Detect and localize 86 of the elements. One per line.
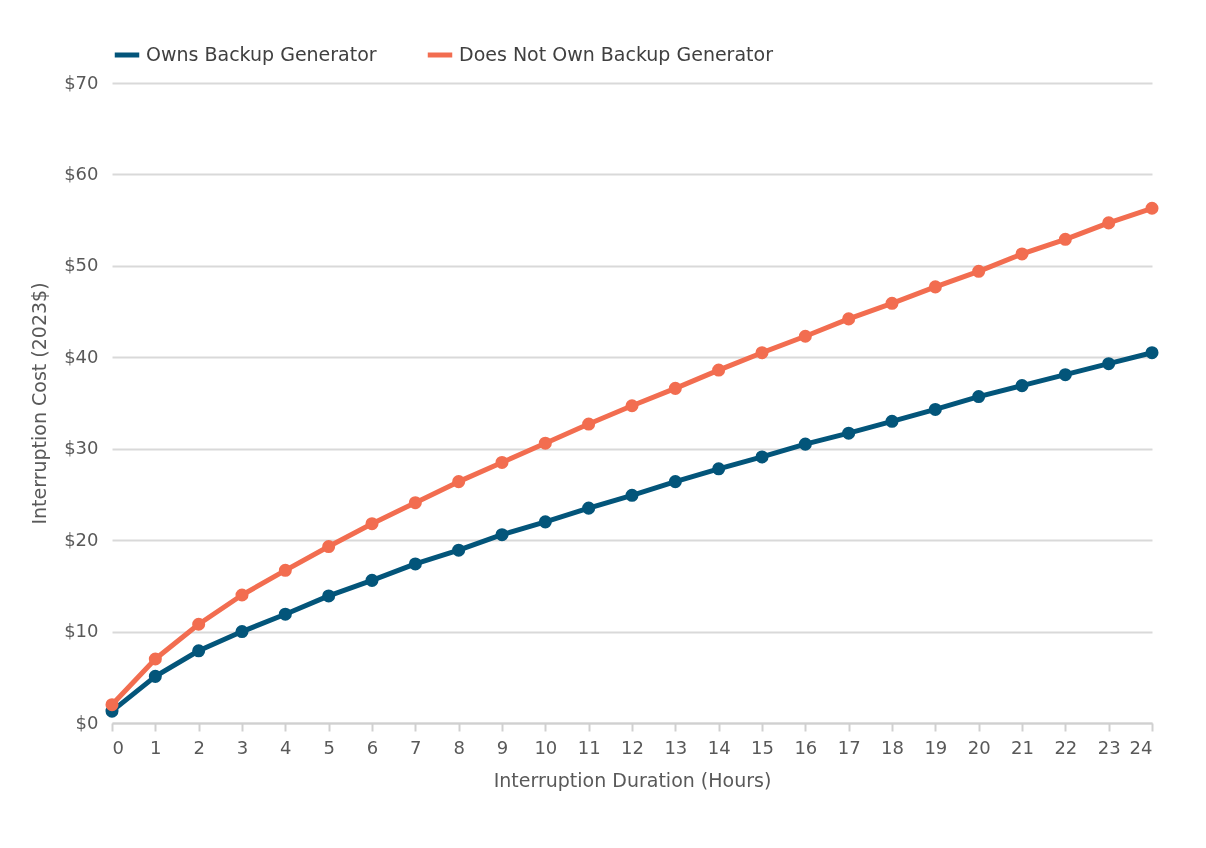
point xyxy=(235,588,249,602)
y-tick-label: $70 xyxy=(64,71,99,93)
x-tick-label: 8 xyxy=(453,736,465,758)
point xyxy=(712,363,726,377)
point xyxy=(192,617,206,631)
point xyxy=(885,296,899,310)
point xyxy=(1058,368,1072,382)
point xyxy=(365,517,379,531)
point xyxy=(842,426,856,440)
x-tick-label: 13 xyxy=(664,736,688,758)
point xyxy=(408,557,422,571)
point xyxy=(452,543,466,557)
y-tick-label: $0 xyxy=(75,711,99,733)
x-tick-label: 7 xyxy=(410,736,422,758)
point xyxy=(365,573,379,587)
x-tick-label: 9 xyxy=(496,736,509,758)
point xyxy=(408,496,422,510)
x-tick-label: 14 xyxy=(707,736,731,758)
point xyxy=(972,390,986,404)
point xyxy=(668,475,682,489)
point xyxy=(322,589,336,603)
point xyxy=(928,280,942,294)
x-tick-label: 5 xyxy=(323,736,335,758)
point xyxy=(495,455,509,469)
point xyxy=(278,607,292,621)
y-tick-label: $20 xyxy=(64,528,99,550)
x-tick-label: 11 xyxy=(577,736,601,758)
x-tick-label: 20 xyxy=(967,736,991,758)
point xyxy=(712,462,726,476)
point xyxy=(798,329,812,343)
point xyxy=(582,417,596,431)
point xyxy=(842,312,856,326)
point xyxy=(235,625,249,639)
point xyxy=(928,402,942,416)
x-tick-label: 24 xyxy=(1129,736,1153,758)
x-tick-label: 17 xyxy=(837,736,861,758)
x-tick-label: 10 xyxy=(534,736,558,758)
x-tick-label: 12 xyxy=(621,736,644,758)
x-axis-title: Interruption Duration (Hours) xyxy=(493,768,772,791)
point xyxy=(192,644,206,658)
point xyxy=(148,652,162,666)
x-tick-label: 18 xyxy=(881,736,904,758)
point xyxy=(322,540,336,554)
y-axis-title: Interruption Cost (2023$) xyxy=(28,282,51,525)
x-tick-label: 16 xyxy=(794,736,818,758)
x-tick-label: 15 xyxy=(751,736,774,758)
y-tick-label: $60 xyxy=(64,162,99,184)
y-tick-label: $50 xyxy=(64,254,99,276)
point xyxy=(625,399,639,413)
point xyxy=(105,698,119,712)
point xyxy=(885,414,899,428)
x-tick-label: 6 xyxy=(366,736,379,758)
legend-label: Owns Backup Generator xyxy=(146,43,377,65)
x-tick-label: 21 xyxy=(1011,736,1034,758)
point xyxy=(1015,379,1029,393)
point xyxy=(1145,346,1159,360)
x-tick-label: 0 xyxy=(112,736,124,758)
point xyxy=(278,563,292,577)
point xyxy=(668,381,682,395)
x-tick-label: 2 xyxy=(193,736,205,758)
point xyxy=(1058,232,1072,246)
point xyxy=(1145,201,1159,215)
legend-label: Does Not Own Backup Generator xyxy=(459,43,774,65)
point xyxy=(755,346,769,360)
point xyxy=(798,437,812,451)
point xyxy=(538,515,552,529)
x-tick-label: 1 xyxy=(150,736,162,758)
point xyxy=(452,475,466,489)
x-tick-label: 23 xyxy=(1097,736,1121,758)
y-tick-label: $30 xyxy=(64,437,99,459)
point xyxy=(755,450,769,464)
point xyxy=(495,528,509,542)
point xyxy=(1015,247,1029,261)
point xyxy=(625,488,639,502)
point xyxy=(1102,357,1116,371)
point xyxy=(972,264,986,278)
point xyxy=(1102,216,1116,230)
y-tick-label: $10 xyxy=(64,620,99,642)
point xyxy=(148,669,162,683)
x-tick-label: 4 xyxy=(280,736,292,758)
x-tick-label: 22 xyxy=(1054,736,1078,758)
point xyxy=(582,501,596,515)
x-tick-label: 3 xyxy=(236,736,249,758)
y-tick-label: $40 xyxy=(64,345,99,367)
x-tick-label: 19 xyxy=(924,736,948,758)
point xyxy=(538,436,552,450)
